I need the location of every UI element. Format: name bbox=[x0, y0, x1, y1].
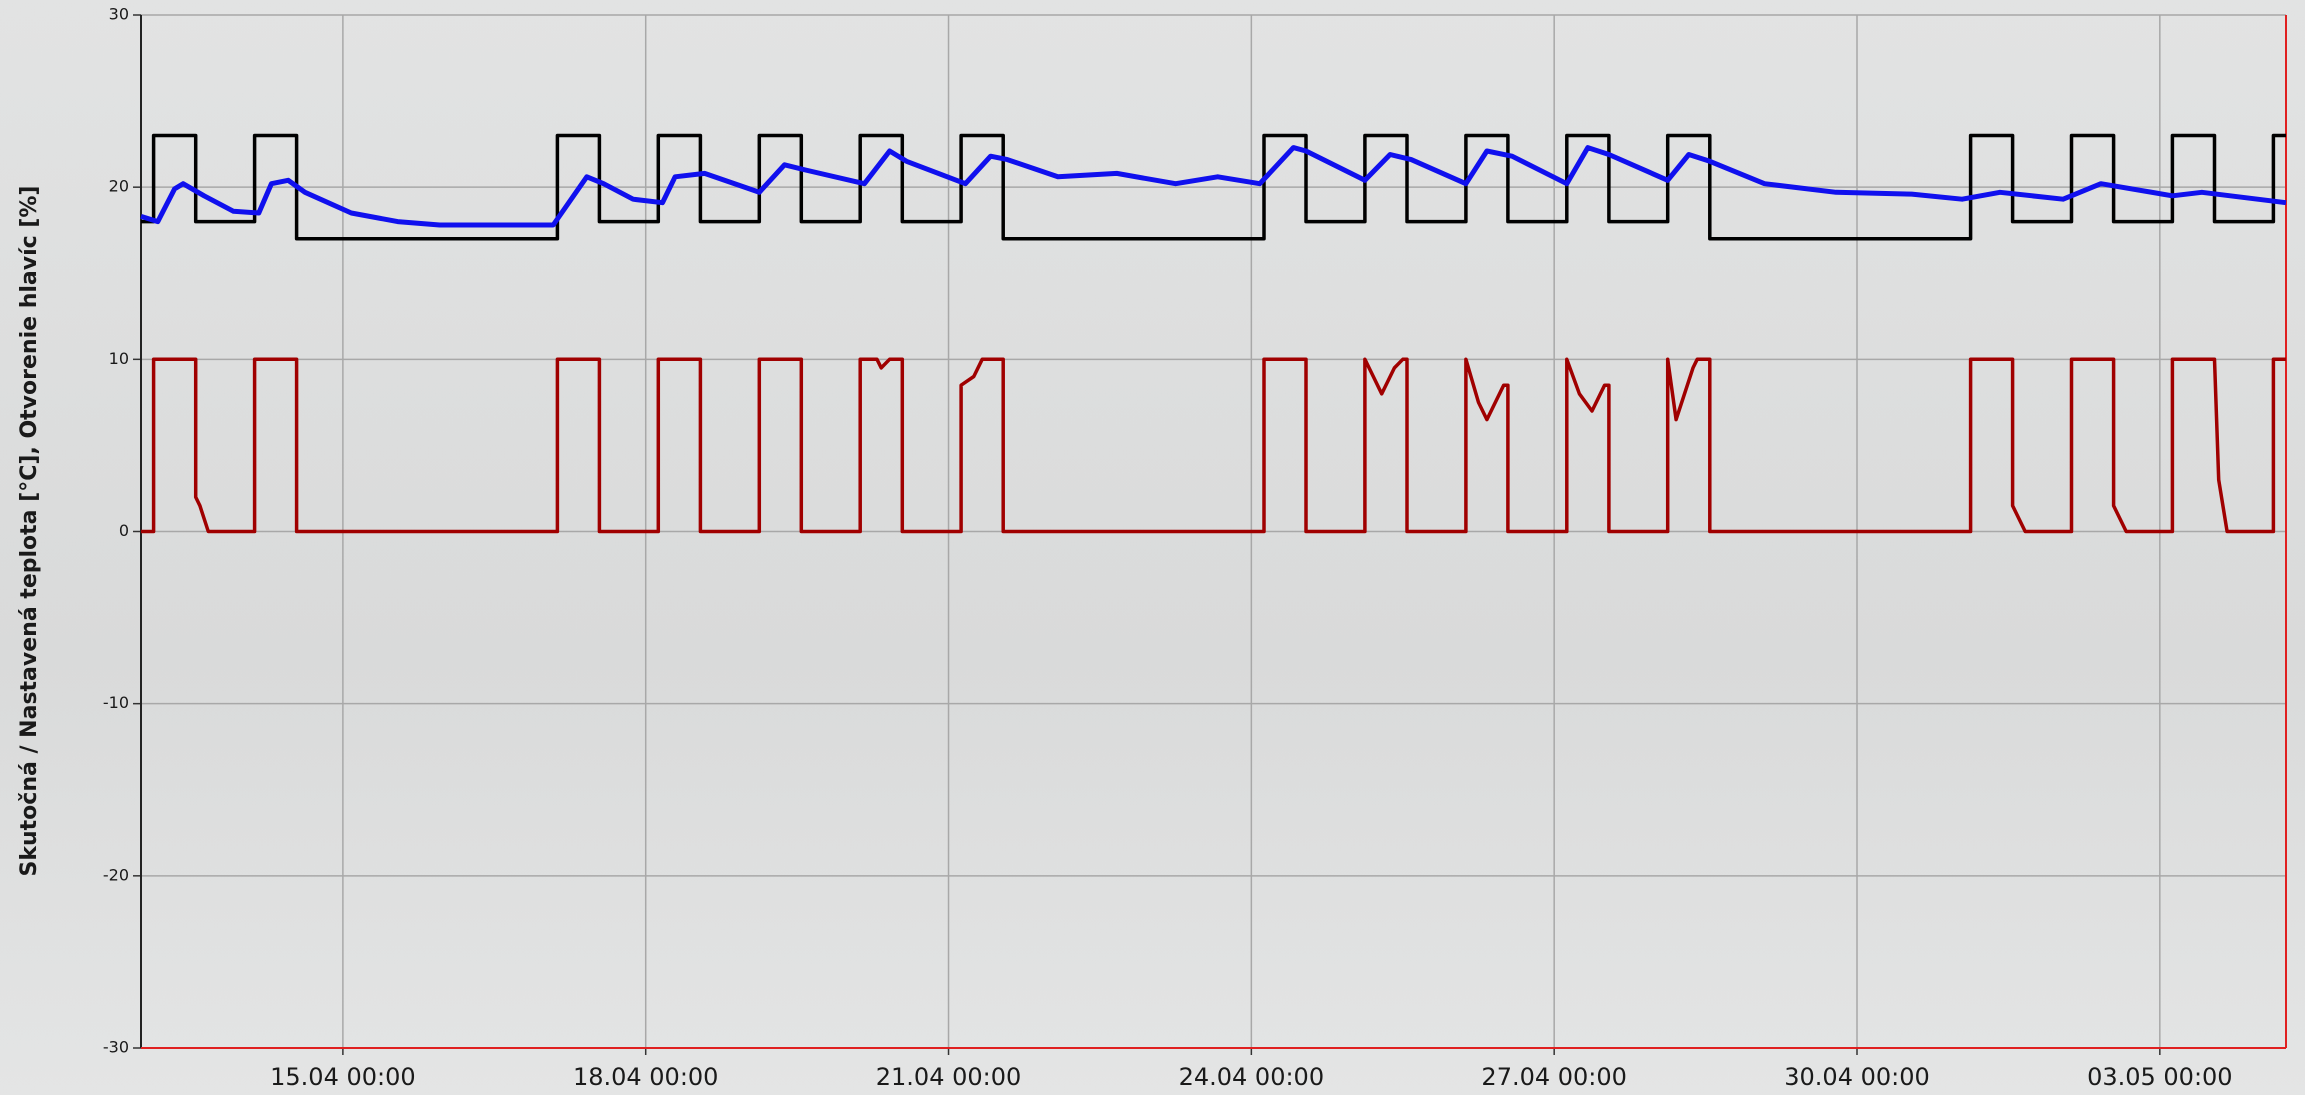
series-line bbox=[141, 357, 2286, 534]
y-axis-label: Skutočná / Nastavená teplota [°C], Otvor… bbox=[17, 186, 42, 877]
y-tick-label: -10 bbox=[103, 693, 129, 712]
y-tick-label: -20 bbox=[103, 865, 129, 884]
y-tick-label: 10 bbox=[109, 349, 129, 368]
x-tick-label: 03.05 00:00 bbox=[2087, 1063, 2233, 1091]
series-line bbox=[140, 145, 2287, 228]
x-tick-label: 24.04 00:00 bbox=[1179, 1063, 1325, 1091]
y-tick-label: -30 bbox=[103, 1038, 129, 1057]
y-tick-label: 0 bbox=[119, 521, 129, 540]
y-tick-label: 30 bbox=[109, 5, 129, 24]
x-tick-label: 27.04 00:00 bbox=[1481, 1063, 1627, 1091]
x-tick-label: 21.04 00:00 bbox=[876, 1063, 1022, 1091]
x-tick-label: 18.04 00:00 bbox=[573, 1063, 719, 1091]
y-tick-label: 20 bbox=[109, 177, 129, 196]
series-line bbox=[141, 133, 2286, 241]
x-tick-label: 30.04 00:00 bbox=[1784, 1063, 1930, 1091]
x-tick-label: 15.04 00:00 bbox=[270, 1063, 416, 1091]
